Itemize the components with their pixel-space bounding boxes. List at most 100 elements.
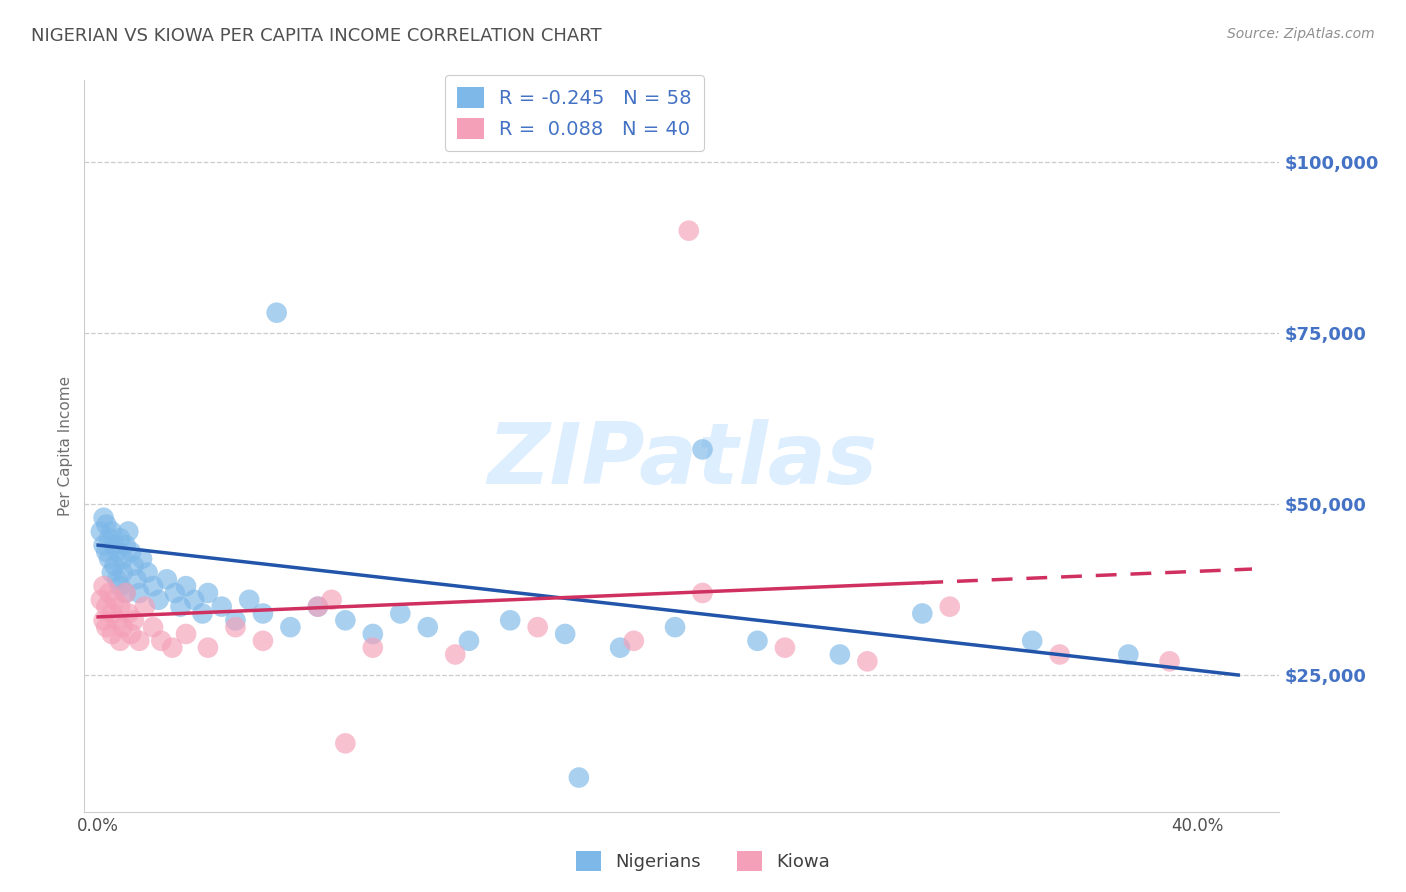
Legend: R = -0.245   N = 58, R =  0.088   N = 40: R = -0.245 N = 58, R = 0.088 N = 40 <box>446 75 703 151</box>
Point <box>1021 633 1043 648</box>
Point <box>280 620 302 634</box>
Point <box>361 640 384 655</box>
Point <box>101 627 124 641</box>
Point <box>108 531 131 545</box>
Point <box>692 442 714 457</box>
Point <box>609 640 631 655</box>
Point <box>692 586 714 600</box>
Point <box>120 627 142 641</box>
Y-axis label: Per Capita Income: Per Capita Income <box>58 376 73 516</box>
Point <box>664 620 686 634</box>
Point <box>101 607 124 621</box>
Point <box>134 599 156 614</box>
Point <box>266 306 288 320</box>
Point <box>96 620 118 634</box>
Point <box>150 633 173 648</box>
Point <box>114 586 136 600</box>
Point <box>117 524 139 539</box>
Point <box>307 599 329 614</box>
Point <box>93 613 115 627</box>
Point <box>103 538 125 552</box>
Point <box>101 524 124 539</box>
Point <box>103 592 125 607</box>
Point <box>197 586 219 600</box>
Point <box>156 572 179 586</box>
Point <box>389 607 412 621</box>
Point <box>197 640 219 655</box>
Point <box>105 545 128 559</box>
Point <box>114 586 136 600</box>
Point <box>122 558 145 573</box>
Legend: Nigerians, Kiowa: Nigerians, Kiowa <box>568 844 838 879</box>
Point <box>128 586 150 600</box>
Point <box>911 607 934 621</box>
Point <box>105 572 128 586</box>
Point <box>163 586 186 600</box>
Point <box>98 586 121 600</box>
Point <box>111 566 134 580</box>
Point <box>90 524 112 539</box>
Point <box>142 620 165 634</box>
Point <box>111 551 134 566</box>
Point <box>678 224 700 238</box>
Point <box>335 736 357 750</box>
Point <box>98 551 121 566</box>
Point <box>174 579 197 593</box>
Point <box>128 633 150 648</box>
Point <box>148 592 170 607</box>
Point <box>108 579 131 593</box>
Text: NIGERIAN VS KIOWA PER CAPITA INCOME CORRELATION CHART: NIGERIAN VS KIOWA PER CAPITA INCOME CORR… <box>31 27 602 45</box>
Point <box>568 771 591 785</box>
Point <box>747 633 769 648</box>
Point <box>444 648 467 662</box>
Point <box>416 620 439 634</box>
Point <box>1049 648 1071 662</box>
Point <box>122 613 145 627</box>
Point <box>136 566 159 580</box>
Point <box>526 620 548 634</box>
Point <box>125 572 148 586</box>
Point <box>108 599 131 614</box>
Point <box>93 579 115 593</box>
Point <box>238 592 260 607</box>
Point <box>335 613 357 627</box>
Point <box>101 566 124 580</box>
Point <box>773 640 796 655</box>
Point <box>105 613 128 627</box>
Point <box>93 510 115 524</box>
Point <box>252 607 274 621</box>
Point <box>856 654 879 668</box>
Point <box>98 531 121 545</box>
Point <box>93 538 115 552</box>
Point <box>321 592 343 607</box>
Point <box>90 592 112 607</box>
Point <box>361 627 384 641</box>
Point <box>1159 654 1181 668</box>
Point <box>117 607 139 621</box>
Point <box>499 613 522 627</box>
Point <box>142 579 165 593</box>
Point <box>103 558 125 573</box>
Point <box>224 620 246 634</box>
Point <box>458 633 481 648</box>
Point <box>162 640 184 655</box>
Point <box>183 592 205 607</box>
Point <box>307 599 329 614</box>
Point <box>211 599 233 614</box>
Text: ZIPatlas: ZIPatlas <box>486 419 877 502</box>
Point <box>169 599 191 614</box>
Point <box>828 648 851 662</box>
Point <box>174 627 197 641</box>
Point <box>96 599 118 614</box>
Point <box>131 551 153 566</box>
Point <box>1118 648 1140 662</box>
Text: Source: ZipAtlas.com: Source: ZipAtlas.com <box>1227 27 1375 41</box>
Point <box>224 613 246 627</box>
Point <box>96 517 118 532</box>
Point <box>554 627 576 641</box>
Point <box>120 545 142 559</box>
Point <box>623 633 645 648</box>
Point <box>252 633 274 648</box>
Point <box>191 607 214 621</box>
Point <box>108 633 131 648</box>
